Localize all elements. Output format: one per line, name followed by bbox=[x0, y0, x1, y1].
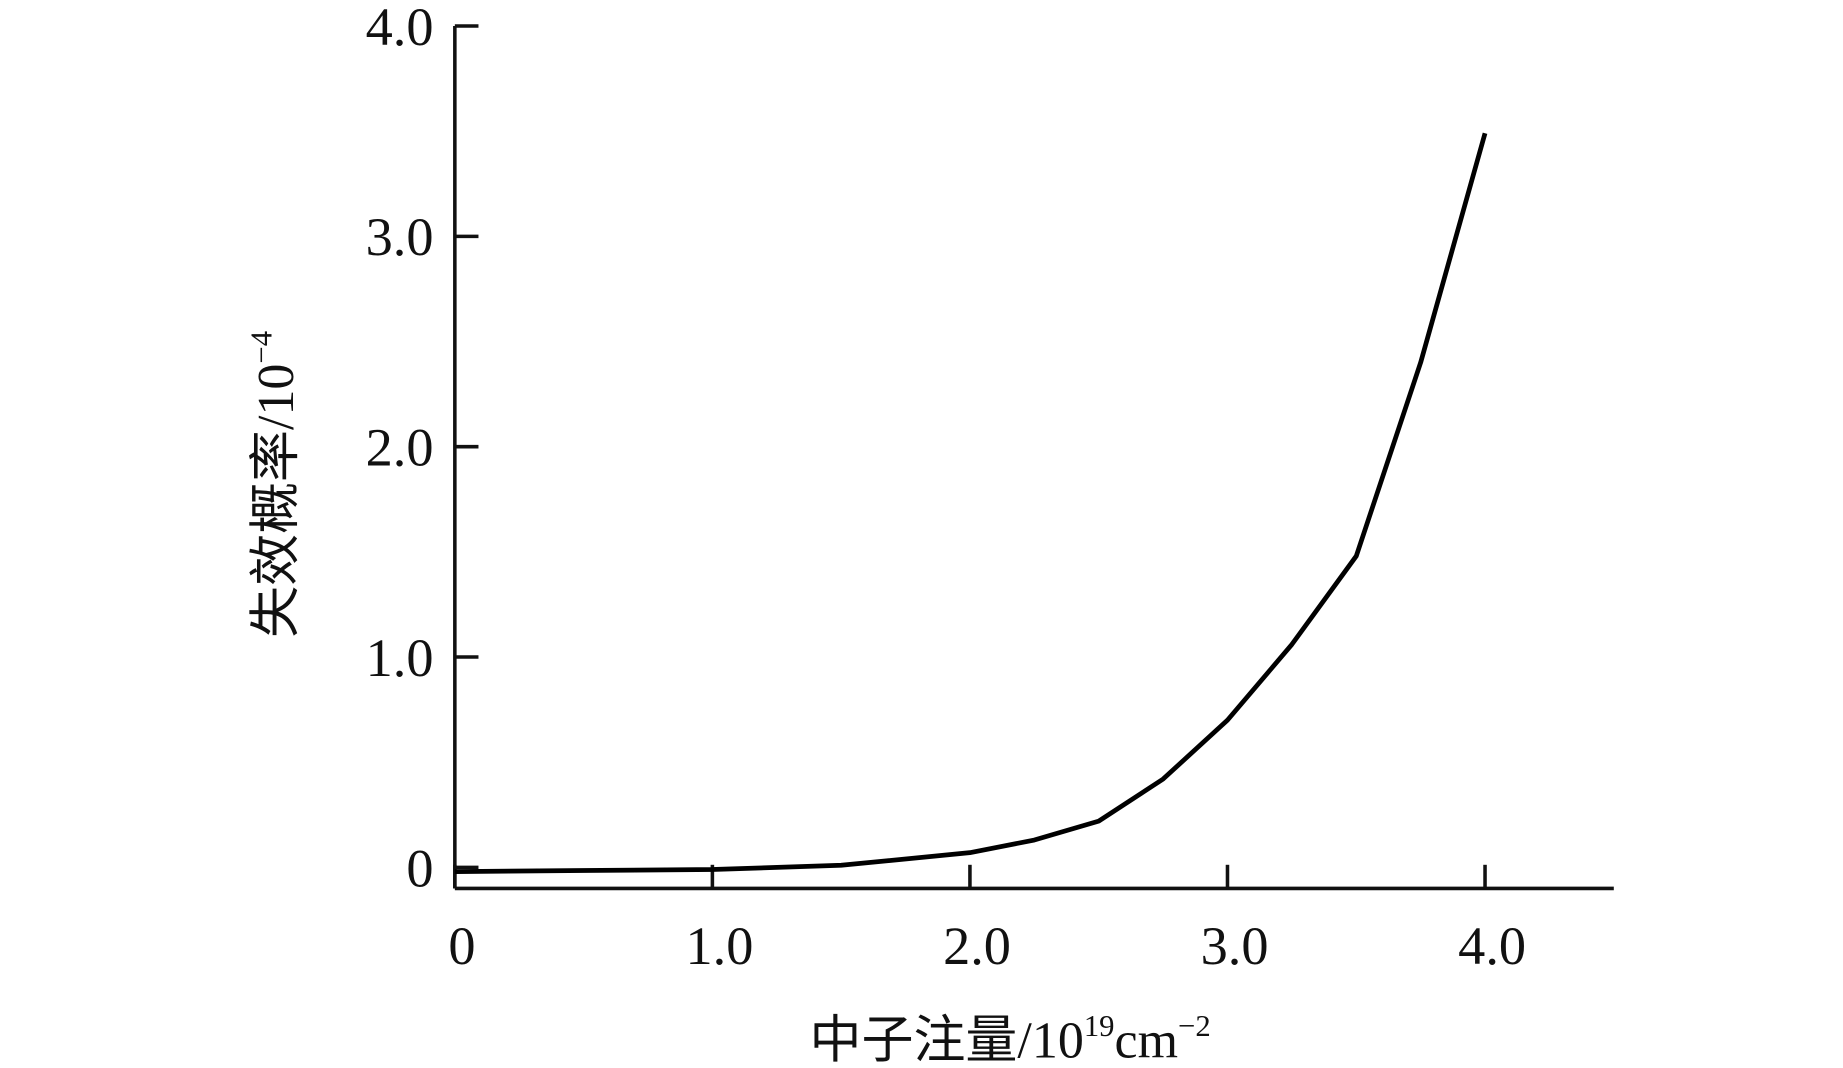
y-axis-label: 失效概率/10−4 bbox=[245, 331, 305, 638]
x-label-sup: −2 bbox=[1178, 1009, 1211, 1043]
x-tick-label: 4.0 bbox=[1458, 916, 1526, 976]
x-axis-label: 中子注量/1019cm−2 bbox=[810, 1009, 1211, 1068]
x-label-unit: cm bbox=[1115, 1012, 1179, 1068]
y-label-sup: −4 bbox=[245, 331, 279, 364]
x-label-text: 中子注量/10 bbox=[810, 1012, 1084, 1068]
y-tick-label: 3.0 bbox=[366, 207, 434, 267]
x-tick-label: 0 bbox=[448, 916, 475, 976]
x-label-sup: 19 bbox=[1084, 1009, 1115, 1043]
y-tick-label: 1.0 bbox=[366, 628, 434, 688]
x-tick-label: 2.0 bbox=[943, 916, 1011, 976]
x-tick-label: 3.0 bbox=[1201, 916, 1269, 976]
y-tick-label: 0 bbox=[406, 838, 433, 898]
y-tick-label: 2.0 bbox=[366, 418, 434, 478]
line-series bbox=[454, 132, 1488, 874]
y-label-text: 失效概率/10 bbox=[248, 364, 305, 638]
x-tick-label: 1.0 bbox=[686, 916, 754, 976]
y-tick-label: 4.0 bbox=[366, 0, 434, 57]
